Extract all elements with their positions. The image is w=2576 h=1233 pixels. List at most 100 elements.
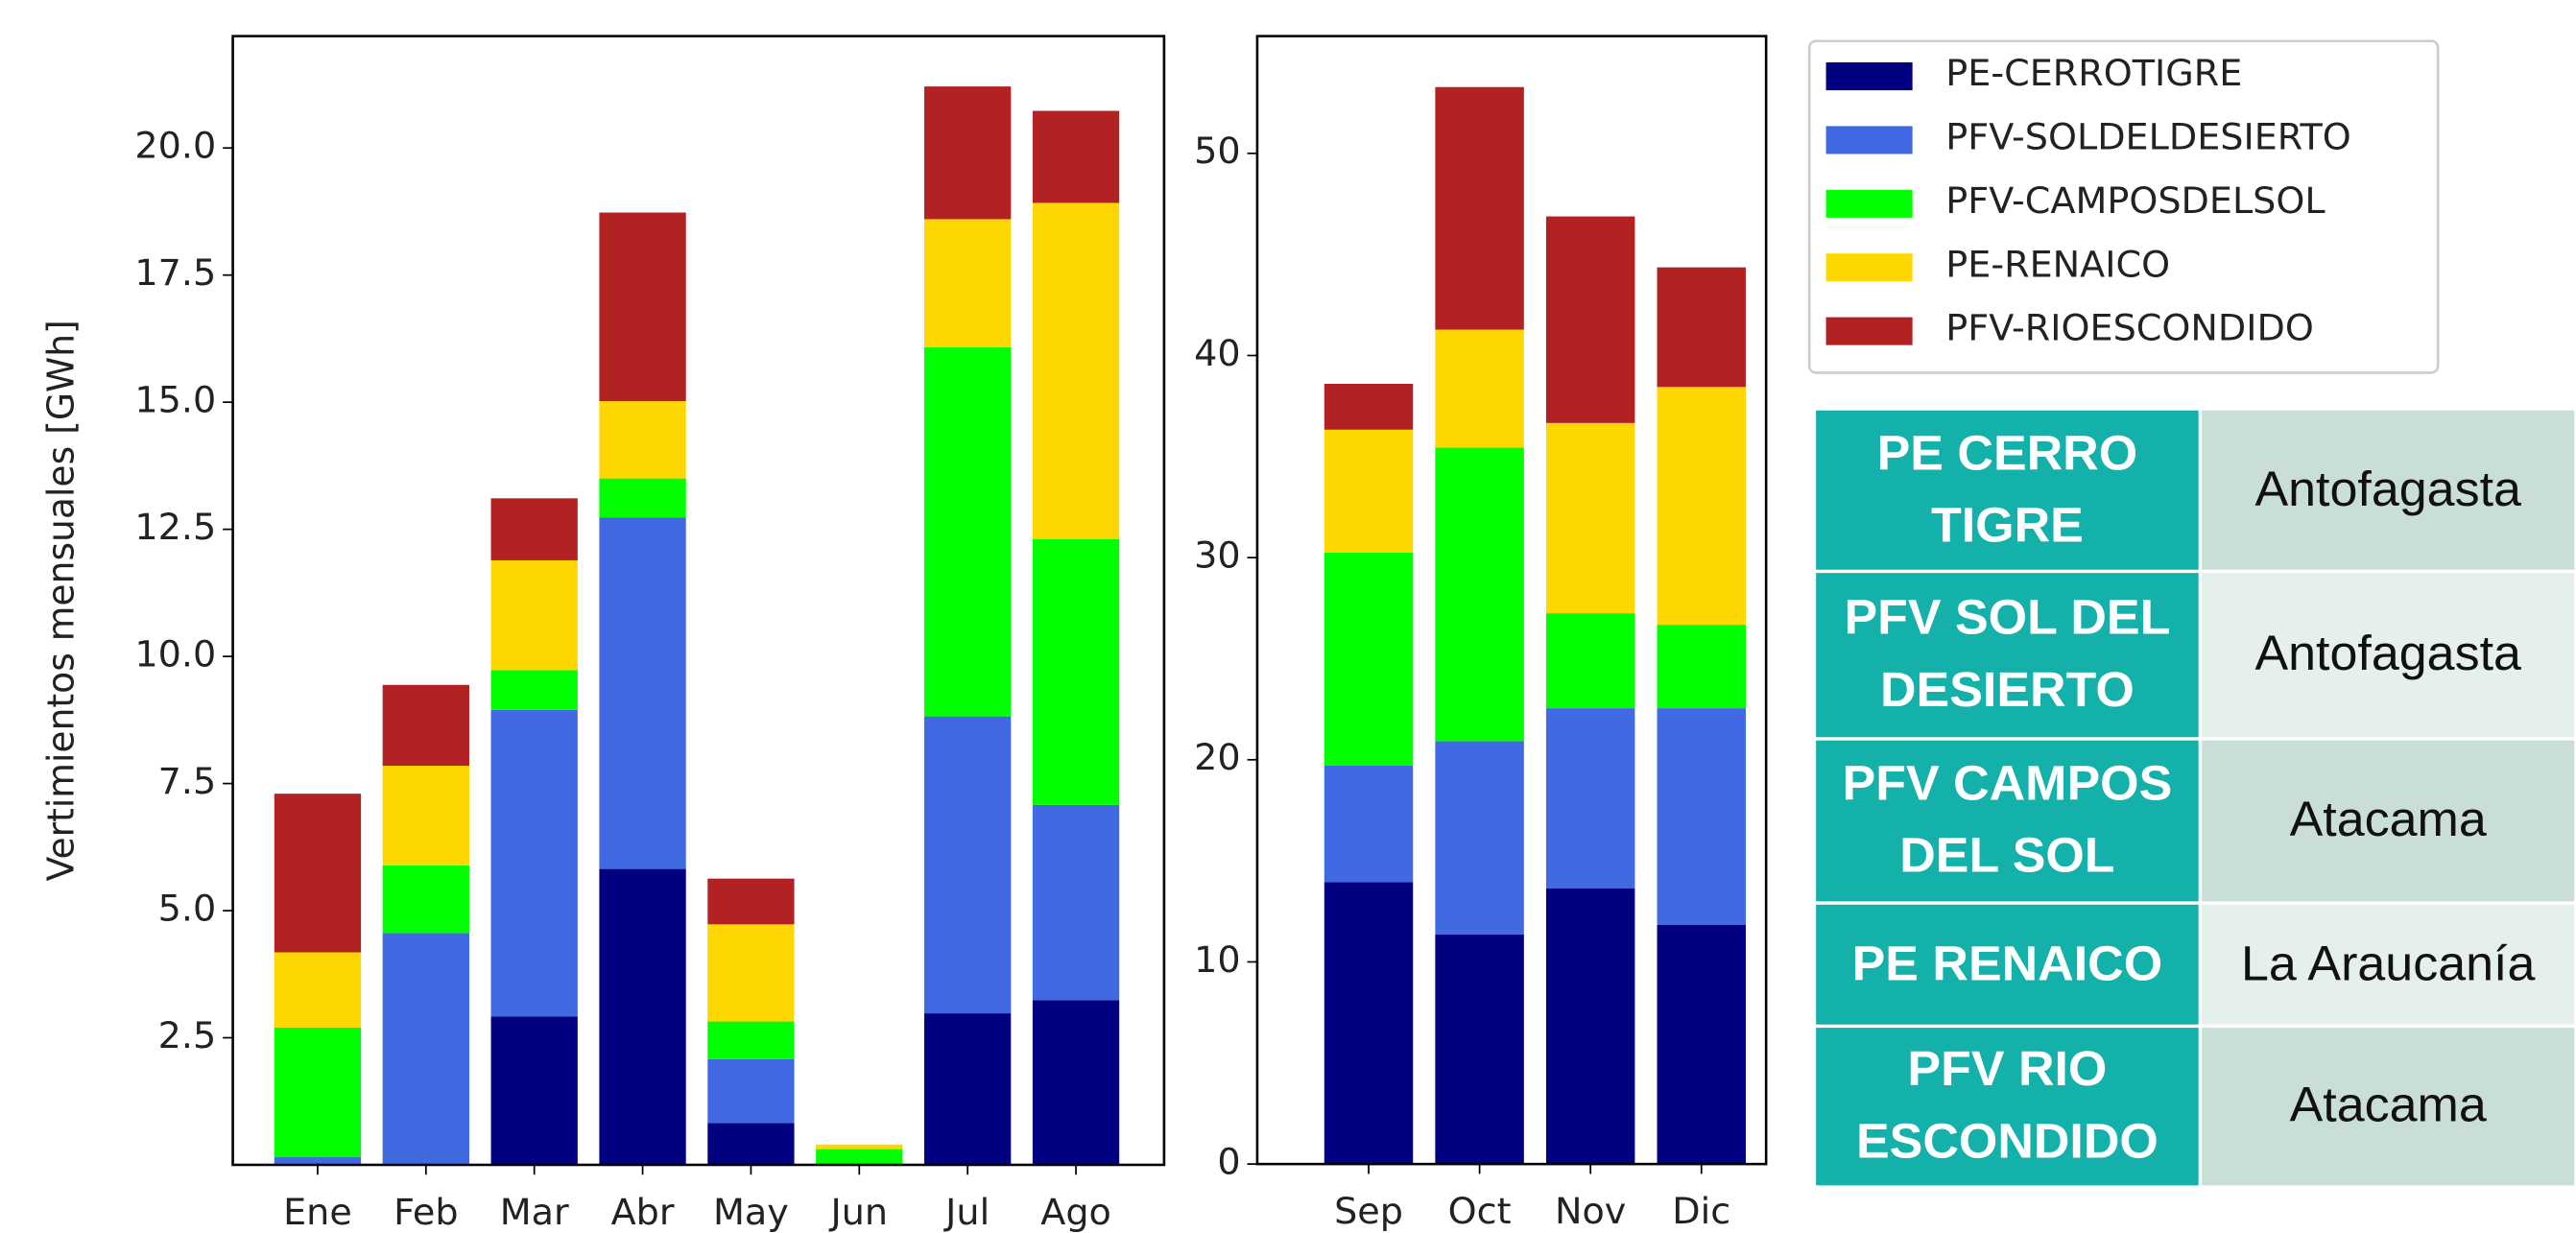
x-tick-label: Sep (1334, 1190, 1403, 1232)
bar-segment (274, 1027, 362, 1158)
y-tick-label: 30 (1194, 534, 1241, 577)
region: La Araucanía (2198, 901, 2576, 1029)
y-tick-label: 20 (1194, 736, 1241, 778)
bar-segment (1324, 552, 1414, 766)
region: Atacama (2198, 1024, 2576, 1189)
plant-name: PFV RIO ESCONDIDO (1812, 1024, 2203, 1189)
bar-segment (1545, 708, 1635, 889)
bar-segment (1657, 708, 1746, 925)
bar-segment (816, 1149, 903, 1165)
y-tick-label: 2.5 (158, 1014, 217, 1056)
bar-segment (924, 716, 1012, 1014)
table-row: PE RENAICO La Araucanía (1812, 901, 2576, 1029)
bar-segment (1324, 383, 1414, 430)
bar-segment (382, 684, 469, 767)
y-tick-label: 10 (1194, 938, 1241, 981)
bar-segment (490, 498, 578, 560)
legend-swatch (1825, 126, 1913, 154)
plant-name: PFV CAMPOS DEL SOL (1812, 737, 2203, 905)
bar-segment (1435, 329, 1524, 448)
legend-swatch (1825, 253, 1913, 282)
legend-swatch (1825, 317, 1913, 345)
bar-segment (924, 219, 1012, 347)
bar-segment (599, 868, 686, 1165)
bar-segment (1032, 202, 1120, 539)
bar-segment (1032, 538, 1120, 805)
x-tick-label: May (713, 1191, 789, 1233)
bar-segment (816, 1144, 903, 1150)
y-tick-label: 15.0 (134, 379, 216, 421)
bar-segment (382, 933, 469, 1165)
x-tick-label: Dic (1672, 1190, 1730, 1232)
bar-segment (707, 1021, 795, 1059)
bar-segment (1657, 924, 1746, 1165)
plant-table: PE CERRO TIGRE Antofagasta PFV SOL DEL DES… (1812, 407, 2576, 1189)
x-tick-label: Oct (1448, 1190, 1512, 1232)
bar-segment (1324, 882, 1414, 1165)
x-tick-label: Nov (1555, 1190, 1626, 1232)
table-row: PE CERRO TIGRE Antofagasta (1812, 407, 2576, 574)
region: Antofagasta (2198, 569, 2576, 741)
bar-segment (1657, 625, 1746, 709)
x-tick-label: Abr (611, 1191, 675, 1233)
bar-segment (1032, 110, 1120, 203)
bar-segment (1545, 422, 1635, 614)
bar-segment (1545, 216, 1635, 423)
legend-label: PFV-RIOESCONDIDO (1945, 307, 2314, 349)
bar-segment (274, 952, 362, 1028)
bar-segment (1545, 613, 1635, 709)
bar-segment (1032, 804, 1120, 1001)
plot-frame (231, 35, 1166, 1167)
bar-segment (707, 924, 795, 1022)
bar-segment (490, 1016, 578, 1165)
y-tick-label: 12.5 (134, 506, 216, 548)
bar-segment (1324, 429, 1414, 553)
bar-segment (707, 878, 795, 925)
y-axis-label: Vertimientos mensuales [GWh] (39, 320, 82, 881)
legend-label: PFV-CAMPOSDELSOL (1945, 179, 2325, 222)
bar-segment (382, 766, 469, 865)
legend-label: PFV-SOLDELDESIERTO (1945, 116, 2351, 158)
bar-segment (707, 1058, 795, 1124)
y-tick-label: 50 (1194, 130, 1241, 172)
legend-label: PE-CERROTIGRE (1945, 52, 2242, 94)
bar-segment (599, 517, 686, 869)
y-tick-label: 17.5 (134, 251, 216, 294)
y-tick-label: 20.0 (134, 125, 216, 167)
y-tick-label: 7.5 (158, 760, 217, 802)
y-tick-label: 40 (1194, 332, 1241, 374)
y-tick-label: 10.0 (134, 633, 216, 676)
table-row: PFV RIO ESCONDIDO Atacama (1812, 1024, 2576, 1189)
region: Atacama (2198, 737, 2576, 905)
bar-segment (490, 559, 578, 671)
legend-swatch (1825, 62, 1913, 91)
plot-frame (1255, 35, 1768, 1166)
bar-segment (1032, 1000, 1120, 1165)
bar-segment (1657, 267, 1746, 388)
table-row: PFV CAMPOS DEL SOL Atacama (1812, 737, 2576, 905)
bar-segment (274, 794, 362, 953)
x-tick-label: Jul (943, 1191, 990, 1233)
x-tick-label: Ago (1040, 1191, 1111, 1233)
bar-segment (599, 478, 686, 518)
x-tick-label: Ene (283, 1191, 352, 1233)
bar-segment (924, 1013, 1012, 1165)
plant-name: PE CERRO TIGRE (1812, 407, 2203, 574)
legend-frame (1807, 39, 2440, 374)
legend-swatch (1825, 189, 1913, 218)
bar-segment (490, 670, 578, 710)
x-tick-label: Feb (394, 1191, 458, 1233)
table-row: PFV SOL DEL DESIERTO Antofagasta (1812, 569, 2576, 741)
bar-segment (274, 1157, 362, 1165)
x-tick-label: Mar (500, 1191, 569, 1233)
x-tick-label: Jun (829, 1191, 889, 1233)
bar-segment (382, 865, 469, 934)
bar-segment (924, 86, 1012, 220)
region: Antofagasta (2198, 407, 2576, 574)
plant-name: PFV SOL DEL DESIERTO (1812, 569, 2203, 741)
legend-label: PE-RENAICO (1945, 244, 2170, 286)
y-tick-label: 0 (1217, 1141, 1240, 1183)
